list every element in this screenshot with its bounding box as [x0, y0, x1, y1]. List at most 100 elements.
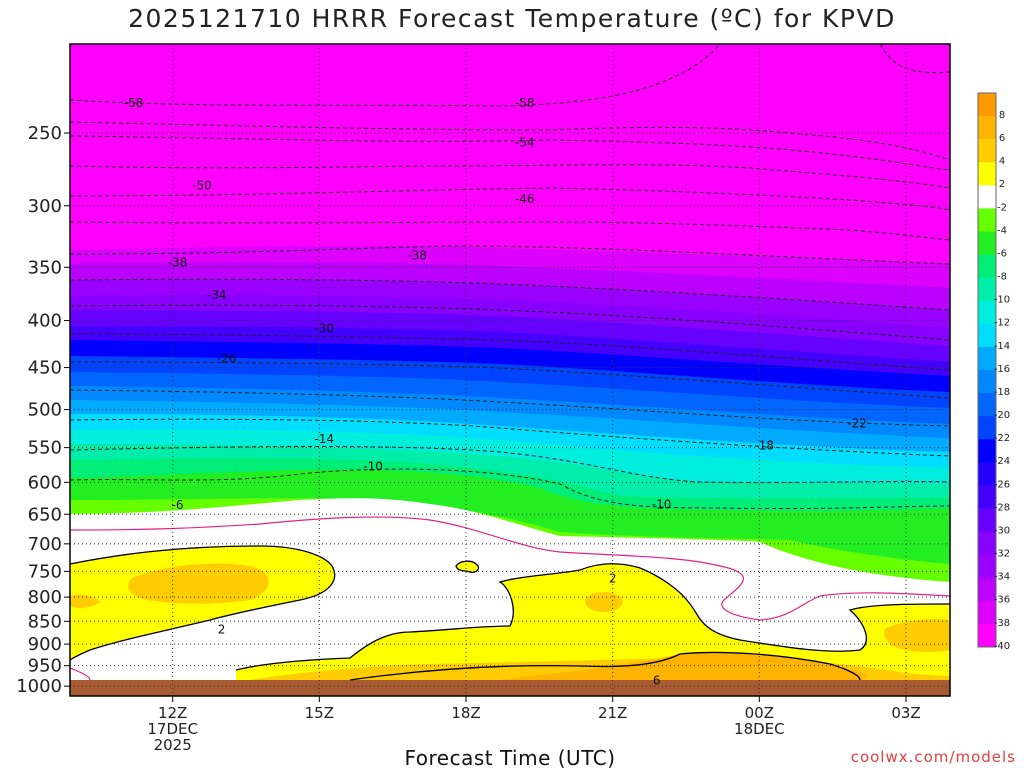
isotherm-m50	[70, 164, 950, 189]
contour-label-3: -50	[192, 178, 212, 192]
contour-label-text: 2	[609, 572, 617, 586]
ground-bar	[70, 680, 950, 696]
isotherm-m42	[70, 221, 950, 241]
contour-label-text: -30	[314, 321, 334, 335]
contour-label-text: -38	[168, 256, 188, 270]
x-tick-label-12Z-0: 12Z	[158, 704, 187, 722]
isotherm-m52	[70, 135, 950, 171]
contour-label-text: -58	[515, 96, 535, 110]
isotherm-m54	[70, 121, 950, 161]
contour-label-text: -22	[847, 417, 867, 431]
y-tick-label-300: 300	[28, 196, 62, 217]
x-tick-label-03Z-0: 03Z	[891, 704, 920, 722]
colorbar-swatch-8	[978, 277, 996, 302]
isotherm-m30	[70, 304, 950, 341]
colorbar: 8 6 4 2 -2 -4 -6 -8 -10 -12 -14 -16 -18 -20 -22 -24 -26 -…	[977, 92, 1010, 652]
y-tick-label-900: 900	[28, 634, 62, 655]
colorbar-label-3: 2	[999, 179, 1005, 190]
colorbar-swatch-7	[978, 254, 996, 279]
contour-label-16: 2	[609, 572, 617, 586]
contour-label-text: -54	[515, 135, 535, 149]
freezing-line	[70, 516, 950, 681]
y-tick-label-550: 550	[28, 438, 62, 459]
contour-label-text: -50	[192, 178, 212, 192]
colorbar-label-15: -24	[994, 456, 1010, 467]
contour-label-text: -10	[363, 460, 383, 474]
contour-label-1: -58	[515, 96, 535, 110]
contour-label-5: -38	[168, 256, 188, 270]
colorbar-swatch-14	[978, 416, 996, 440]
isotherm-m10	[70, 446, 950, 484]
colorbar-swatch-6	[978, 231, 996, 256]
band-p4-mid	[585, 592, 950, 652]
isotherm-m58-right	[879, 44, 950, 74]
colorbar-label-17: -28	[994, 502, 1010, 513]
colorbar-swatch-15	[978, 439, 996, 463]
isotherm-contours	[70, 44, 950, 510]
colorbar-label-22: -38	[994, 618, 1010, 629]
x-tick-label-15Z-0: 15Z	[305, 704, 334, 722]
contour-label-4: -46	[515, 192, 535, 206]
x-tick-label-18Z-0: 18Z	[451, 704, 480, 722]
isotherm-m22	[70, 361, 950, 399]
x-tick-label-00Z-0: 00Z	[745, 704, 774, 722]
y-tick-label-400: 400	[28, 311, 62, 332]
grid	[70, 44, 950, 696]
contour-p2-left	[70, 545, 336, 661]
colorbar-swatch-0	[978, 93, 996, 117]
y-tick-label-250: 250	[28, 123, 62, 144]
y-tick-label-800: 800	[28, 587, 62, 608]
colorbar-swatch-17	[978, 485, 996, 509]
freezing-line-bottom	[70, 667, 91, 681]
contour-label-6: -38	[407, 249, 427, 263]
y-tick-label-600: 600	[28, 472, 62, 493]
x-tick-label-21Z-0: 21Z	[598, 704, 627, 722]
colorbar-swatch-4	[978, 185, 996, 209]
contour-label-13: -10	[363, 460, 383, 474]
contour-label-17: 2	[218, 623, 226, 637]
y-axis: 2503003504004505005506006507007508008509…	[16, 123, 70, 697]
band-p6-bottom	[500, 652, 869, 680]
y-tick-label-1000: 1000	[16, 676, 62, 697]
y-tick-label-500: 500	[28, 400, 62, 421]
colorbar-swatch-22	[978, 600, 996, 625]
colorbar-label-9: -12	[994, 318, 1010, 329]
colorbar-swatch-1	[978, 116, 996, 140]
contour-label-0: -58	[124, 96, 144, 110]
colorbar-label-2: 4	[999, 156, 1005, 167]
isotherm-m38	[70, 245, 950, 265]
colorbar-swatch-5	[978, 208, 996, 232]
contour-label-text: -6	[172, 498, 184, 512]
colorbar-label-12: -18	[994, 387, 1010, 398]
colorbar-swatch-3	[978, 162, 996, 186]
y-tick-label-950: 950	[28, 656, 62, 677]
x-tick-label-12Z-1: 17DEC	[147, 720, 198, 738]
x-axis-title: Forecast Time (UTC)	[404, 746, 616, 770]
isotherm-m6	[70, 468, 950, 510]
colorbar-label-1: 6	[999, 133, 1005, 144]
y-tick-label-450: 450	[28, 358, 62, 379]
colorbar-swatch-10	[978, 323, 996, 348]
y-tick-label-350: 350	[28, 257, 62, 278]
colorbar-swatch-19	[978, 531, 996, 556]
isotherm-m34	[70, 278, 950, 311]
colorbar-label-20: -34	[994, 572, 1010, 583]
contour-label-text: -26	[217, 352, 237, 366]
plot-area: -58 -58 -54 -50 -46 -38 -38 -34 -30 -26 -22 -18 -14 -…	[70, 44, 950, 696]
contour-labels: -58 -58 -54 -50 -46 -38 -38 -34 -30 -26 -22 -18 -14 -…	[124, 96, 867, 687]
colorbar-swatch-2	[978, 139, 996, 163]
temperature-bands	[70, 44, 950, 696]
contour-label-text: -38	[407, 249, 427, 263]
contour-label-15: -6	[172, 498, 184, 512]
colorbar-label-13: -20	[994, 410, 1010, 421]
contour-label-14: -10	[652, 497, 672, 511]
credit-link[interactable]: coolwx.com/models	[850, 748, 1016, 766]
colorbar-label-14: -22	[994, 433, 1010, 444]
colorbar-swatch-16	[978, 462, 996, 486]
isotherm-m14	[70, 418, 950, 457]
colorbar-frame	[977, 92, 997, 648]
contour-label-text: -14	[314, 432, 334, 446]
y-tick-label-850: 850	[28, 611, 62, 632]
